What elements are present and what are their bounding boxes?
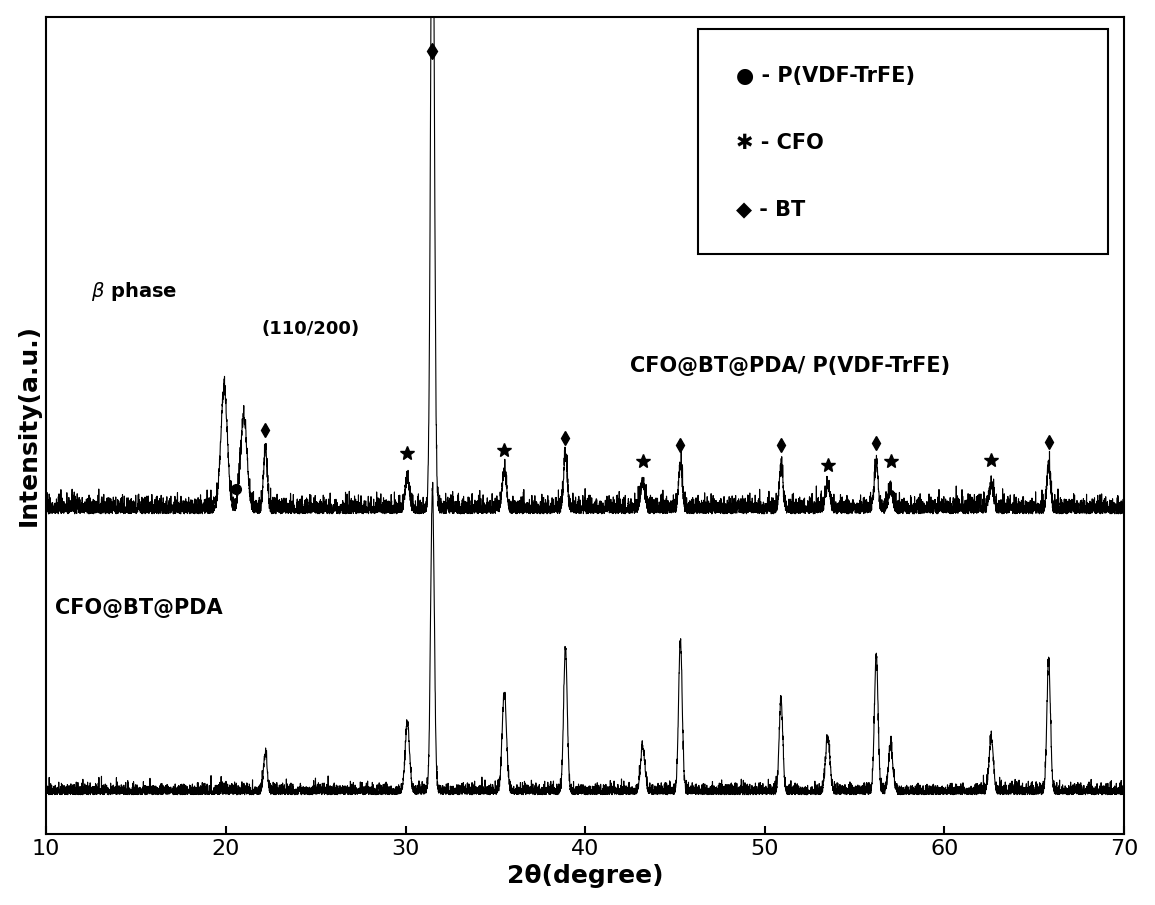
- Text: (110/200): (110/200): [262, 320, 360, 338]
- X-axis label: 2θ(degree): 2θ(degree): [507, 864, 663, 889]
- Y-axis label: Intensity(a.u.): Intensity(a.u.): [16, 324, 40, 527]
- Text: ◆ - BT: ◆ - BT: [736, 200, 805, 220]
- Text: ✱ - CFO: ✱ - CFO: [736, 133, 824, 153]
- Text: CFO@BT@PDA: CFO@BT@PDA: [55, 598, 223, 618]
- FancyBboxPatch shape: [699, 29, 1108, 253]
- Text: ● - P(VDF-TrFE): ● - P(VDF-TrFE): [736, 66, 915, 86]
- Text: $\it{\beta}$ phase: $\it{\beta}$ phase: [91, 280, 178, 302]
- Text: CFO@BT@PDA/ P(VDF-TrFE): CFO@BT@PDA/ P(VDF-TrFE): [631, 357, 951, 376]
